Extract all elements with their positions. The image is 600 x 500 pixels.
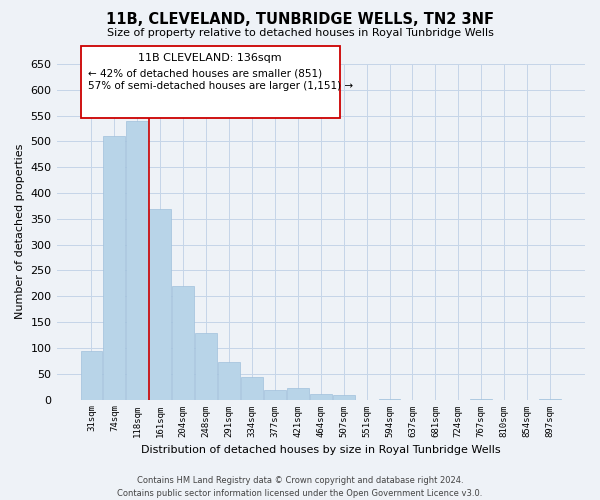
Bar xyxy=(127,121,148,400)
Bar xyxy=(379,398,400,400)
Bar xyxy=(287,388,309,400)
Bar xyxy=(195,334,217,400)
Text: Size of property relative to detached houses in Royal Tunbridge Wells: Size of property relative to detached ho… xyxy=(107,28,493,38)
Bar xyxy=(103,136,125,400)
Bar xyxy=(333,396,355,400)
Bar xyxy=(310,394,332,400)
Text: Contains HM Land Registry data © Crown copyright and database right 2024.
Contai: Contains HM Land Registry data © Crown c… xyxy=(118,476,482,498)
Y-axis label: Number of detached properties: Number of detached properties xyxy=(15,144,25,320)
Bar xyxy=(264,390,286,400)
Bar xyxy=(241,378,263,400)
Bar xyxy=(218,362,240,400)
X-axis label: Distribution of detached houses by size in Royal Tunbridge Wells: Distribution of detached houses by size … xyxy=(141,445,500,455)
Bar xyxy=(149,208,171,400)
Bar xyxy=(539,398,561,400)
Text: 57% of semi-detached houses are larger (1,151) →: 57% of semi-detached houses are larger (… xyxy=(88,81,353,91)
Bar xyxy=(172,286,194,400)
Text: 11B, CLEVELAND, TUNBRIDGE WELLS, TN2 3NF: 11B, CLEVELAND, TUNBRIDGE WELLS, TN2 3NF xyxy=(106,12,494,28)
Bar xyxy=(80,350,103,400)
Text: ← 42% of detached houses are smaller (851): ← 42% of detached houses are smaller (85… xyxy=(88,68,322,78)
Text: 11B CLEVELAND: 136sqm: 11B CLEVELAND: 136sqm xyxy=(138,53,282,63)
Bar xyxy=(470,398,492,400)
